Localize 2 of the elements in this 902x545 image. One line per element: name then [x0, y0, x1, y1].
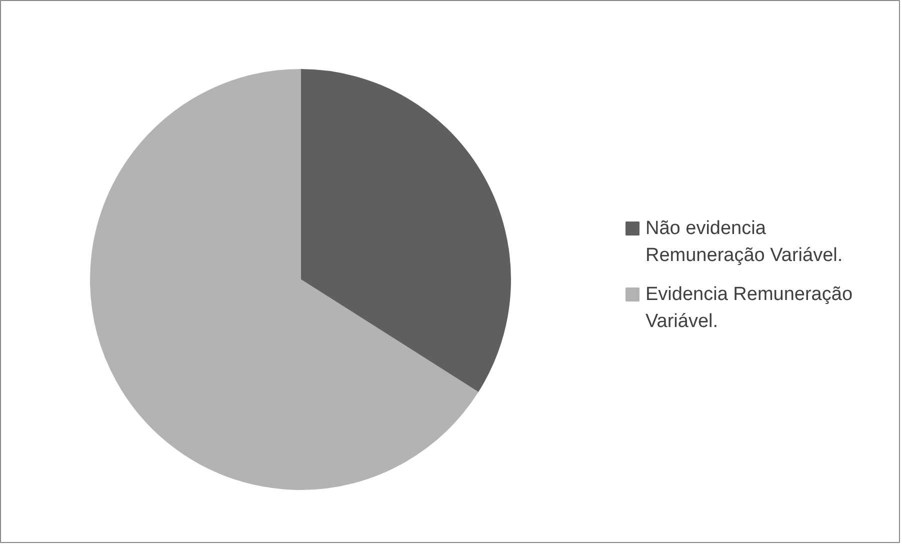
- legend-label: Evidencia Remuneração Variável.: [646, 284, 853, 332]
- legend-label: Não evidencia Remuneração Variável.: [646, 218, 843, 266]
